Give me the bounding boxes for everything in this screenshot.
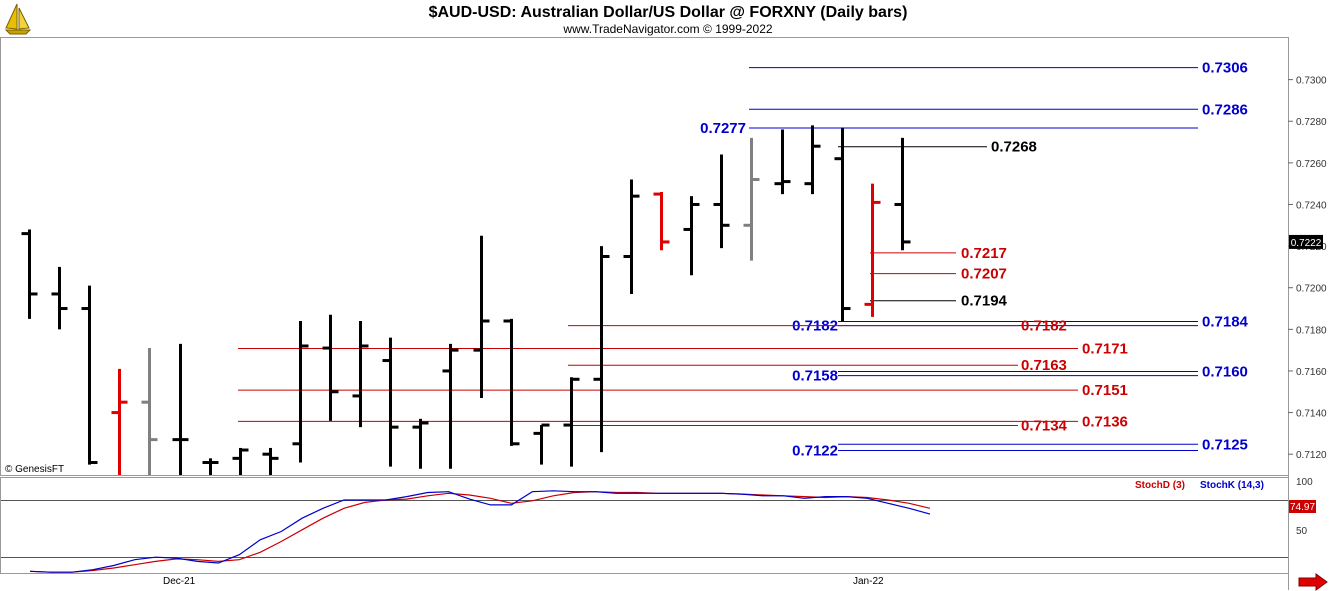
- ohlc-bar: [593, 246, 610, 453]
- last-price-badge: 0.7222: [1289, 234, 1323, 249]
- ohlc-bar: [442, 343, 459, 469]
- level-label-black: 0.7268: [991, 139, 1037, 156]
- ohlc-bar: [172, 343, 189, 475]
- price-tick-label: 0.7140: [1296, 409, 1327, 420]
- ohlc-bar: [894, 137, 911, 251]
- ohlc-bar: [623, 179, 640, 294]
- ohlc-bar: [743, 137, 760, 261]
- level-label-black: 0.7194: [961, 293, 1008, 310]
- ohlc-bar: [563, 377, 580, 467]
- ohlc-bar: [533, 423, 550, 465]
- ohlc-bar: [322, 314, 339, 421]
- price-tick-label: 0.7200: [1296, 284, 1327, 295]
- ohlc-bar: [653, 191, 670, 251]
- level-label-blue: 0.7125: [1202, 436, 1248, 453]
- level-label-blue: 0.7158: [792, 368, 838, 385]
- ohlc-bar: [804, 125, 821, 195]
- level-label-blue: 0.7122: [792, 443, 838, 460]
- ohlc-bar: [141, 348, 158, 475]
- level-label-red: 0.7217: [961, 245, 1007, 262]
- level-label-red: 0.7182: [1021, 318, 1067, 335]
- ohlc-bar: [81, 285, 98, 465]
- sailboat-logo-icon: [4, 3, 32, 35]
- chart-subtitle: www.TradeNavigator.com © 1999-2022: [562, 22, 772, 36]
- price-bars: [21, 125, 911, 475]
- last-price-label: 0.7222: [1291, 238, 1322, 249]
- price-tick-label: 0.7260: [1296, 159, 1327, 170]
- ohlc-bar: [382, 337, 399, 467]
- scroll-right-arrow-icon[interactable]: [1298, 573, 1328, 591]
- watermark: © GenesisFT: [5, 464, 64, 475]
- ohlc-bar: [473, 235, 490, 399]
- stoch-k-line: [29, 490, 931, 573]
- stoch-lines: [29, 490, 931, 573]
- price-levels: 0.7306 0.7286 0.7277 0.7268 0.7217 0.7207 0.71…: [238, 60, 1249, 460]
- level-label-blue: 0.7306: [1202, 60, 1248, 77]
- level-label-blue: 0.7277: [700, 120, 746, 137]
- price-tick-label: 0.7180: [1296, 325, 1327, 336]
- ohlc-bar: [352, 321, 369, 428]
- price-tick-label: 0.7120: [1296, 450, 1327, 461]
- stoch-d-label: StochD (3): [1135, 480, 1185, 491]
- ohlc-bar: [292, 321, 309, 463]
- ohlc-bar: [864, 183, 881, 317]
- level-label-red: 0.7134: [1021, 418, 1068, 435]
- stoch-tick-50: 50: [1296, 526, 1308, 537]
- ohlc-bar: [412, 418, 429, 469]
- ohlc-bar: [202, 458, 219, 475]
- ohlc-bar: [51, 266, 68, 330]
- level-label-red: 0.7171: [1082, 341, 1128, 358]
- price-tick-label: 0.7160: [1296, 367, 1327, 378]
- stoch-d-value: 74.97: [1290, 502, 1315, 513]
- ohlc-bar: [683, 196, 700, 276]
- price-tick-label: 0.7280: [1296, 117, 1327, 128]
- stoch-k-label: StochK (14,3): [1200, 480, 1264, 491]
- price-tick-label: 0.7240: [1296, 200, 1327, 211]
- level-label-red: 0.7136: [1082, 413, 1128, 430]
- level-label-red: 0.7207: [961, 266, 1007, 283]
- level-label-blue: 0.7286: [1202, 101, 1248, 118]
- ohlc-bar: [713, 154, 730, 249]
- chart-title: $AUD-USD: Australian Dollar/US Dollar @ …: [429, 4, 908, 21]
- ohlc-bar: [503, 318, 520, 446]
- price-tick-label: 0.7300: [1296, 76, 1327, 87]
- ohlc-bar: [774, 129, 791, 195]
- level-label-blue: 0.7160: [1202, 363, 1248, 380]
- ohlc-bar: [111, 368, 128, 475]
- stoch-tick-100: 100: [1296, 477, 1313, 488]
- ohlc-bar: [232, 447, 249, 475]
- x-label-jan: Jan-22: [853, 576, 884, 587]
- level-label-red: 0.7151: [1082, 382, 1128, 399]
- level-label-blue: 0.7184: [1202, 314, 1249, 331]
- ohlc-bar: [21, 229, 38, 319]
- level-label-red: 0.7163: [1021, 357, 1067, 374]
- stoch-value-badge: [1289, 500, 1316, 513]
- ohlc-bar: [834, 127, 851, 322]
- x-label-dec: Dec-21: [163, 576, 196, 587]
- ohlc-bar: [262, 447, 279, 475]
